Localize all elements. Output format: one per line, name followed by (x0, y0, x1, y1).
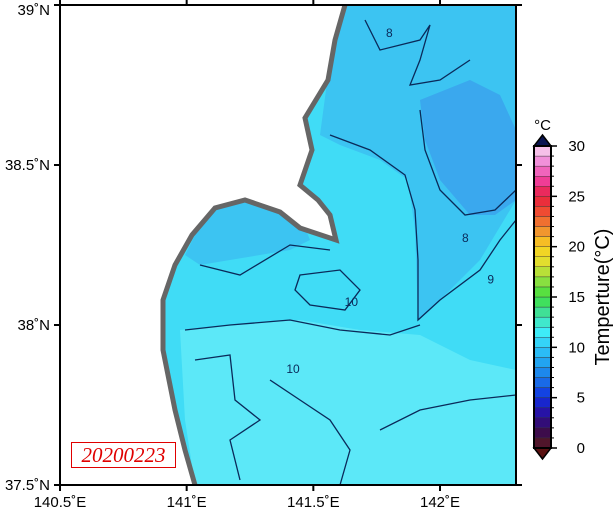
colorbar-segment (533, 387, 552, 398)
sea-colder-region (420, 80, 516, 215)
colorbar-segment (533, 246, 552, 257)
sea-bay-region (185, 200, 310, 265)
colorbar-tick-label: 20 (568, 239, 585, 256)
x-tick-label: 141.5˚E (287, 494, 340, 511)
contour-label: 8 (386, 26, 393, 40)
colorbar-segment (533, 367, 552, 378)
colorbar-segment (533, 206, 552, 217)
colorbar-segment (533, 256, 552, 268)
colorbar-segment (533, 397, 552, 408)
y-tick-label: 38.5˚N (5, 157, 50, 174)
colorbar-segment (533, 266, 552, 278)
colorbar-unit: °C (534, 117, 551, 134)
coastline (160, 5, 348, 485)
colorbar-segment (533, 357, 552, 368)
colorbar-tick-label: 10 (568, 339, 585, 356)
colorbar-tick-label: 5 (577, 390, 585, 407)
map-frame (59, 4, 517, 486)
colorbar-segment (533, 186, 552, 197)
colorbar-segment (533, 216, 552, 227)
colorbar-tick-label: 15 (568, 289, 585, 306)
colorbar-title: Temperture(°C) (592, 229, 614, 366)
colorbar-segment (533, 175, 552, 187)
colorbar-segment (533, 417, 552, 429)
contour-label: 8 (462, 231, 469, 245)
colorbar: 0 5 10 15 20 25 30 °C Temperture(°C) (532, 117, 614, 461)
colorbar-segment (533, 276, 552, 288)
colorbar-segment (533, 407, 552, 419)
colorbar-segment (533, 286, 552, 298)
y-tick-label: 39˚N (17, 2, 50, 19)
colorbar-min-arrow (532, 447, 553, 461)
colorbar-tick-label: 30 (568, 138, 585, 155)
colorbar-segment (533, 437, 552, 449)
y-tick-label: 37.5˚N (5, 477, 50, 494)
land-area (60, 5, 345, 485)
colorbar-segment (533, 145, 552, 157)
colorbar-segment (533, 165, 552, 177)
colorbar-segment (533, 296, 552, 308)
colorbar-segment (533, 337, 552, 348)
colorbar-segment (533, 155, 552, 167)
contour-label: 10 (345, 295, 359, 309)
colorbar-segment (533, 306, 552, 318)
x-tick-label: 141˚E (167, 494, 207, 511)
date-label: 20200223 (71, 442, 176, 468)
colorbar-segment (533, 377, 552, 388)
isotherm-contours (184, 19, 516, 485)
colorbar-segment (533, 196, 552, 207)
contour-label: 10 (286, 362, 300, 376)
colorbar-max-arrow (532, 133, 553, 147)
sea-warm-region (180, 320, 516, 485)
colorbar-segment (533, 236, 552, 247)
colorbar-tick-label: 25 (568, 188, 585, 205)
x-tick-label: 142˚E (420, 494, 460, 511)
colorbar-segment (533, 316, 552, 328)
colorbar-segment (533, 327, 552, 338)
colorbar-segment (533, 226, 552, 237)
contour-label: 9 (487, 272, 494, 286)
colorbar-segment (533, 347, 552, 358)
colorbar-segment (533, 427, 552, 439)
x-tick-label: 140.5˚E (34, 494, 87, 511)
colorbar-tick-label: 0 (577, 440, 585, 457)
y-tick-label: 38˚N (17, 317, 50, 334)
